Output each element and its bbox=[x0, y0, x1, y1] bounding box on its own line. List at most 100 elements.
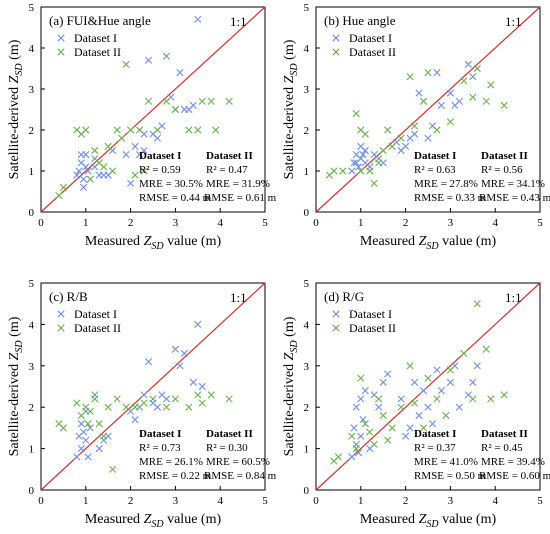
data-point bbox=[402, 142, 410, 150]
data-point bbox=[194, 15, 202, 23]
data-point bbox=[91, 146, 99, 155]
identity-line bbox=[315, 6, 541, 213]
data-point bbox=[171, 105, 179, 114]
panel-title: (d) R/G bbox=[324, 289, 364, 304]
series-dataset-1 bbox=[73, 15, 202, 191]
data-point bbox=[73, 453, 81, 461]
data-point bbox=[100, 432, 108, 440]
stat-rmse: RMSE = 0.33 m bbox=[414, 192, 487, 204]
y-axis-label-suffix: (m) bbox=[282, 39, 297, 63]
x-axis-label-subscript: SD bbox=[151, 519, 164, 530]
y-tick-label: 5 bbox=[29, 2, 35, 14]
stat-rmse: RMSE = 0.43 m bbox=[479, 192, 550, 204]
panel-title: (b) Hue angle bbox=[324, 13, 396, 28]
legend-entry: Dataset I bbox=[349, 31, 392, 45]
data-point bbox=[397, 134, 405, 142]
data-point bbox=[82, 151, 90, 159]
x-tick-label: 2 bbox=[403, 495, 409, 507]
stat-mre: MRE = 41.0% bbox=[414, 456, 478, 468]
data-point bbox=[406, 362, 414, 370]
data-point bbox=[185, 126, 193, 134]
y-tick-label: 1 bbox=[29, 166, 35, 178]
data-point bbox=[410, 378, 419, 386]
y-axis-label-subscript: SD bbox=[289, 63, 300, 76]
data-point bbox=[397, 395, 405, 403]
stat-r2: R² = 0.37 bbox=[414, 442, 456, 454]
plot-frame bbox=[40, 6, 266, 213]
data-point bbox=[375, 395, 383, 403]
x-axis-label-prefix: Measured bbox=[360, 512, 419, 527]
data-point bbox=[348, 453, 356, 461]
series-dataset-2 bbox=[55, 60, 233, 200]
x-tick-label: 3 bbox=[448, 495, 454, 507]
data-point bbox=[366, 428, 374, 436]
x-tick-label: 3 bbox=[173, 217, 179, 229]
data-point bbox=[469, 93, 477, 101]
legend-marker bbox=[332, 48, 340, 56]
data-point bbox=[357, 395, 365, 403]
stat-dataset-name: Dataset I bbox=[139, 428, 181, 440]
stat-rmse: RMSE = 0.60 m bbox=[479, 470, 550, 482]
panel-a: 0 1 2 3 4 5 0 1 2 3 4 5 (a) FUI&Hue angle 1:1 Dataset … bbox=[7, 2, 277, 252]
data-point bbox=[384, 436, 392, 444]
data-point bbox=[357, 167, 365, 175]
data-point bbox=[86, 407, 94, 415]
data-point bbox=[352, 445, 360, 453]
x-axis-label-symbol: Z bbox=[144, 512, 152, 527]
legend-entry: Dataset II bbox=[74, 321, 121, 335]
y-tick-label: 3 bbox=[29, 84, 35, 96]
y-tick-label: 5 bbox=[304, 2, 310, 14]
data-point bbox=[352, 159, 360, 167]
data-point bbox=[131, 403, 139, 411]
data-point bbox=[162, 403, 171, 411]
y-axis-label-suffix: (m) bbox=[282, 316, 297, 340]
x-tick-label: 1 bbox=[83, 495, 89, 507]
data-point bbox=[194, 391, 202, 399]
data-point bbox=[162, 52, 171, 60]
y-tick-label: 3 bbox=[304, 84, 310, 96]
data-point bbox=[140, 146, 148, 155]
y-tick-label: 2 bbox=[29, 125, 35, 137]
legend-marker bbox=[332, 310, 340, 318]
x-tick-label: 4 bbox=[217, 495, 223, 507]
x-axis-label: Measured ZSD value (m) bbox=[85, 512, 222, 530]
panel-title: (c) R/B bbox=[49, 289, 88, 304]
stat-rmse: RMSE = 0.22 m bbox=[139, 470, 212, 482]
data-point bbox=[350, 424, 358, 432]
data-point bbox=[437, 101, 446, 109]
data-point bbox=[361, 420, 369, 428]
data-point bbox=[500, 101, 508, 109]
stat-mre: MRE = 39.4% bbox=[481, 456, 545, 468]
data-point bbox=[469, 378, 477, 386]
data-point bbox=[59, 183, 67, 191]
data-point bbox=[464, 60, 472, 68]
x-tick-label: 0 bbox=[38, 495, 44, 507]
x-axis-label-symbol: Z bbox=[144, 234, 152, 249]
x-tick-label: 0 bbox=[313, 495, 319, 507]
y-axis-label-subscript: SD bbox=[289, 340, 300, 353]
data-point bbox=[433, 395, 441, 403]
data-point bbox=[140, 391, 148, 399]
data-point bbox=[162, 97, 171, 105]
data-point bbox=[433, 69, 441, 77]
data-point bbox=[171, 345, 179, 353]
y-axis-label-symbol: Z bbox=[282, 75, 297, 83]
data-point bbox=[140, 167, 148, 175]
data-point bbox=[185, 403, 193, 411]
data-point bbox=[113, 126, 121, 134]
data-point bbox=[410, 130, 419, 138]
data-point bbox=[144, 56, 153, 64]
identity-line bbox=[40, 6, 266, 213]
data-point bbox=[84, 420, 92, 428]
legend-entry: Dataset I bbox=[74, 31, 117, 45]
stat-rmse: RMSE = 0.61 m bbox=[204, 192, 277, 204]
x-tick-label: 0 bbox=[38, 217, 44, 229]
legend-marker bbox=[57, 324, 65, 332]
data-point bbox=[79, 175, 88, 183]
legend-marker bbox=[57, 310, 65, 318]
data-point bbox=[348, 167, 356, 175]
y-axis-label: Satellite-derived ZSD (m) bbox=[7, 39, 25, 179]
data-point bbox=[359, 416, 367, 424]
